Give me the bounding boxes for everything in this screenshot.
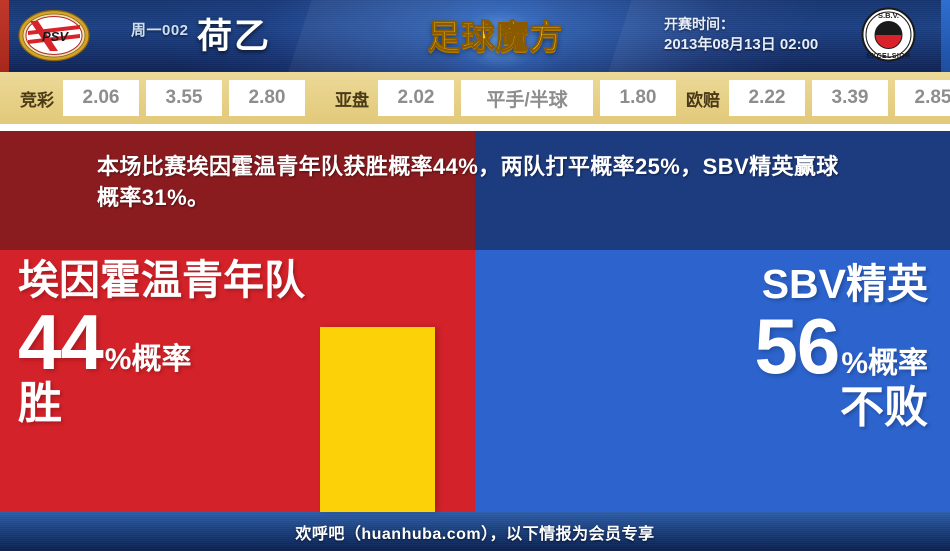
odds-bar: 竞彩 2.06 3.55 2.80 亚盘 2.02 平手/半球 1.80 欧赔 …: [0, 72, 950, 124]
statement-right-background: [475, 131, 950, 250]
header-bar: PSV 周一002 荷乙 足球魔方 开赛时间： 2013年08月13日 02:0…: [0, 0, 950, 72]
statement-text: 本场比赛埃因霍温青年队获胜概率44%，两队打平概率25%，SBV精英赢球概率31…: [97, 154, 839, 211]
odds-value-handicap[interactable]: 平手/半球: [461, 80, 593, 116]
away-team-block: SBV精英 56 %概率 不败: [755, 264, 928, 430]
odds-group-label: 亚盘: [335, 90, 369, 110]
home-team-name: 埃因霍温青年队: [18, 257, 305, 303]
svg-text:EXCELSIOR: EXCELSIOR: [866, 53, 910, 60]
excelsior-crest-icon: S.B.V. EXCELSIOR: [861, 7, 916, 62]
home-probability-suffix: %概率: [104, 343, 192, 376]
kickoff-label: 开赛时间：: [664, 16, 734, 32]
header-accent-stripe-left: [0, 0, 9, 72]
away-team-name: SBV精英: [761, 261, 928, 307]
odds-value-home[interactable]: 2.22: [729, 80, 805, 116]
odds-group-oupei: 欧赔 2.22 3.39 2.85: [686, 80, 950, 116]
away-probability-number: 56: [754, 302, 841, 390]
odds-group-label: 竞彩: [20, 90, 54, 110]
kickoff-time-block: 开赛时间： 2013年08月13日 02:00: [664, 14, 818, 56]
home-probability-number: 44: [18, 298, 104, 386]
match-number-label: 周一002: [131, 22, 189, 39]
odds-value-home[interactable]: 2.02: [378, 80, 454, 116]
home-probability-row: 44 %概率: [18, 298, 305, 386]
away-outcome-label: 不败: [840, 383, 928, 433]
home-outcome-label: 胜: [18, 379, 62, 429]
odds-value-away[interactable]: 2.80: [229, 80, 305, 116]
odds-value-away[interactable]: 2.85: [895, 80, 950, 116]
odds-group-jingcai: 竞彩 2.06 3.55 2.80: [20, 80, 312, 116]
home-team-panel: 埃因霍温青年队 44 %概率 胜: [0, 250, 475, 512]
odds-group-yapan: 亚盘 2.02 平手/半球 1.80: [335, 80, 683, 116]
probability-panels: 埃因霍温青年队 44 %概率 胜 SBV精英 56 %概率 不败: [0, 250, 950, 512]
away-probability-suffix: %概率: [841, 347, 928, 380]
away-probability-row: 56 %概率: [754, 302, 928, 390]
header-accent-stripe-right: [941, 0, 950, 72]
brand-logo-text: 足球魔方: [427, 18, 564, 56]
odds-value-away[interactable]: 1.80: [600, 80, 676, 116]
odds-value-draw[interactable]: 3.39: [812, 80, 888, 116]
odds-value-home[interactable]: 2.06: [63, 80, 139, 116]
home-team-block: 埃因霍温青年队 44 %概率 胜: [18, 260, 305, 426]
psv-crest-icon: PSV: [18, 9, 90, 62]
statement-banner: 本场比赛埃因霍温青年队获胜概率44%，两队打平概率25%，SBV精英赢球概率31…: [0, 131, 950, 250]
odds-group-label: 欧赔: [686, 90, 720, 110]
statement-left-background: [0, 131, 475, 250]
footer-text: 欢呼吧（huanhuba.com），以下情报为会员专享: [295, 525, 655, 543]
footer-bar: 欢呼吧（huanhuba.com），以下情报为会员专享: [0, 512, 950, 551]
league-name: 荷乙: [197, 17, 272, 56]
brand-logo[interactable]: 足球魔方: [418, 8, 573, 60]
odds-value-draw[interactable]: 3.55: [146, 80, 222, 116]
svg-text:PSV: PSV: [42, 29, 69, 44]
svg-text:S.B.V.: S.B.V.: [878, 11, 899, 20]
home-probability-bar: [320, 327, 435, 512]
kickoff-value: 2013年08月13日 02:00: [664, 36, 819, 54]
away-team-panel: SBV精英 56 %概率 不败: [475, 250, 950, 512]
